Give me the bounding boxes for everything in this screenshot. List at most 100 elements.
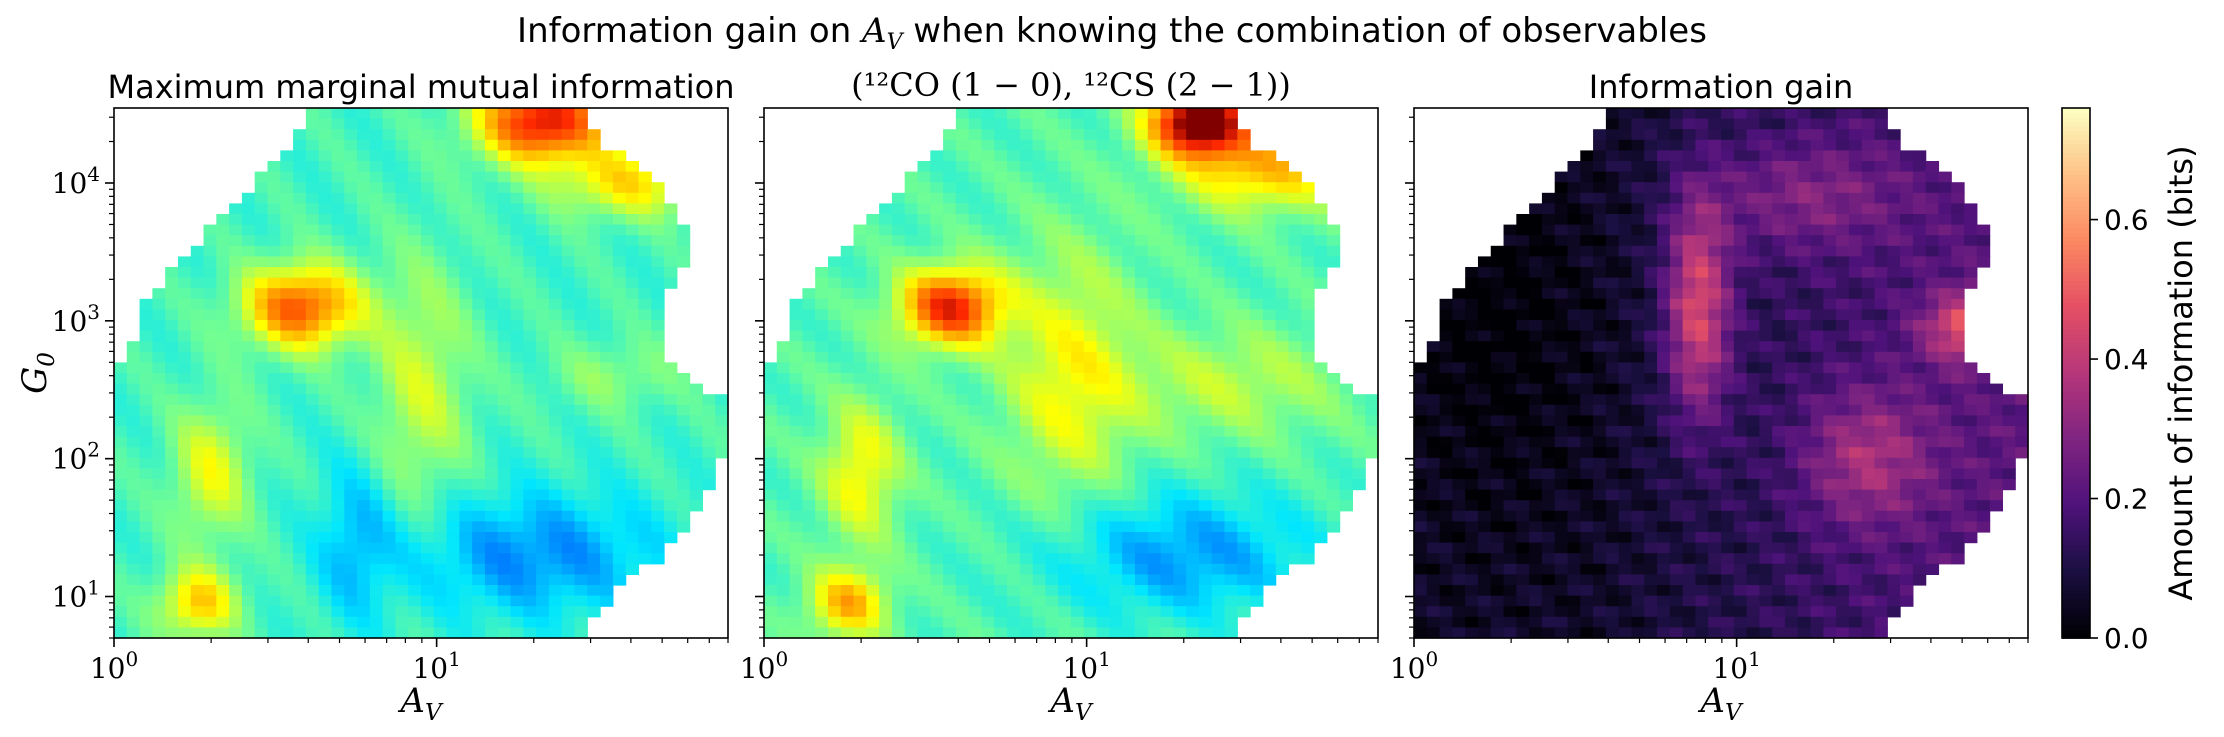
- heatmap-cell: [1580, 235, 1594, 247]
- heatmap-cell: [459, 404, 473, 416]
- heatmap-cell: [446, 362, 460, 374]
- heatmap-cell: [1695, 171, 1709, 183]
- heatmap-cell: [574, 224, 588, 236]
- heatmap-cell: [1848, 214, 1863, 226]
- heatmap-cell: [331, 457, 345, 469]
- heatmap-cell: [904, 489, 919, 501]
- heatmap-cell: [216, 298, 230, 310]
- heatmap-cell: [1644, 330, 1658, 342]
- heatmap-cell: [994, 468, 1008, 480]
- heatmap-cell: [1301, 373, 1315, 385]
- heatmap-cell: [1007, 161, 1021, 173]
- heatmap-cell: [1032, 394, 1047, 406]
- heatmap-cell: [114, 447, 128, 459]
- heatmap-cell: [280, 457, 294, 469]
- heatmap-cell: [369, 532, 384, 544]
- heatmap-cell: [1160, 373, 1174, 385]
- heatmap-cell: [357, 203, 371, 215]
- heatmap-cell: [1836, 118, 1850, 130]
- heatmap-cell: [1669, 298, 1684, 310]
- heatmap-cell: [1861, 192, 1876, 204]
- heatmap-cell: [1925, 351, 1940, 363]
- heatmap-cell: [484, 532, 499, 544]
- heatmap-cell: [1657, 267, 1671, 279]
- heatmap-cell: [421, 256, 435, 268]
- heatmap-cell: [1301, 521, 1315, 533]
- heatmap-cell: [1746, 341, 1760, 353]
- heatmap-cell: [776, 606, 791, 618]
- heatmap-cell: [421, 330, 435, 342]
- heatmap-cell: [280, 171, 294, 183]
- heatmap-cell: [1160, 139, 1174, 151]
- heatmap-cell: [421, 362, 435, 374]
- heatmap-cell: [1019, 436, 1034, 448]
- heatmap-cell: [1083, 341, 1098, 353]
- heatmap-cell: [574, 362, 588, 374]
- heatmap-cell: [395, 161, 409, 173]
- heatmap-cell: [177, 606, 192, 618]
- heatmap-cell: [446, 245, 460, 257]
- heatmap-cell: [177, 563, 192, 575]
- heatmap-cell: [1096, 595, 1110, 607]
- heatmap-cell: [981, 108, 995, 120]
- heatmap-cell: [943, 182, 957, 194]
- heatmap-cell: [1147, 150, 1162, 162]
- heatmap-cell: [1797, 139, 1812, 151]
- heatmap-cell: [1045, 362, 1059, 374]
- heatmap-cell: [523, 489, 537, 501]
- heatmap-cell: [229, 298, 243, 310]
- heatmap-cell: [1951, 362, 1965, 374]
- heatmap-cells: [764, 108, 1379, 639]
- heatmap-cell: [1211, 362, 1226, 374]
- heatmap-cell: [802, 436, 816, 448]
- heatmap-cell: [126, 457, 141, 469]
- heatmap-cell: [267, 585, 281, 597]
- heatmap-cell: [446, 436, 460, 448]
- heatmap-cell: [382, 510, 397, 522]
- heatmap-cell: [1045, 161, 1059, 173]
- heatmap-cell: [382, 627, 397, 639]
- heatmap-cell: [917, 553, 931, 565]
- heatmap-cell: [293, 182, 307, 194]
- heatmap-cell: [651, 224, 665, 236]
- heatmap-cell: [968, 235, 983, 247]
- heatmap-cell: [280, 606, 294, 618]
- heatmap-cell: [1810, 298, 1824, 310]
- heatmap-cell: [664, 245, 678, 257]
- heatmap-cell: [510, 224, 524, 236]
- heatmap-cell: [1186, 192, 1200, 204]
- heatmap-cell: [1173, 521, 1187, 533]
- heatmap-cell: [408, 161, 422, 173]
- heatmap-cell: [1618, 182, 1633, 194]
- heatmap-cell: [1314, 224, 1328, 236]
- heatmap-cell: [1173, 214, 1187, 226]
- heatmap-cell: [1695, 277, 1709, 289]
- heatmap-cell: [267, 563, 281, 575]
- heatmap-cell: [815, 542, 829, 554]
- heatmap-cell: [421, 235, 435, 247]
- heatmap-cell: [651, 447, 665, 459]
- heatmap-cell: [879, 542, 893, 554]
- heatmap-cell: [344, 235, 358, 247]
- heatmap-cell: [472, 256, 486, 268]
- heatmap-cell: [561, 267, 576, 279]
- heatmap-cell: [1262, 320, 1277, 332]
- heatmap-cell: [1032, 288, 1047, 300]
- heatmap-cell: [305, 150, 320, 162]
- heatmap-cell: [1007, 245, 1021, 257]
- heatmap-cell: [866, 436, 880, 448]
- heatmap-cell: [177, 373, 192, 385]
- heatmap-cell: [1198, 224, 1213, 236]
- heatmap-cell: [930, 161, 944, 173]
- heatmap-cell: [216, 235, 230, 247]
- heatmap-cell: [1682, 129, 1697, 141]
- heatmap-cell: [981, 489, 995, 501]
- heatmap-cell: [1657, 139, 1671, 151]
- heatmap-cell: [1109, 373, 1123, 385]
- heatmap-cell: [664, 256, 678, 268]
- heatmap-cell: [1925, 245, 1940, 257]
- heatmap-cell: [1326, 436, 1341, 448]
- heatmap-cell: [510, 351, 524, 363]
- heatmap-cell: [1134, 394, 1149, 406]
